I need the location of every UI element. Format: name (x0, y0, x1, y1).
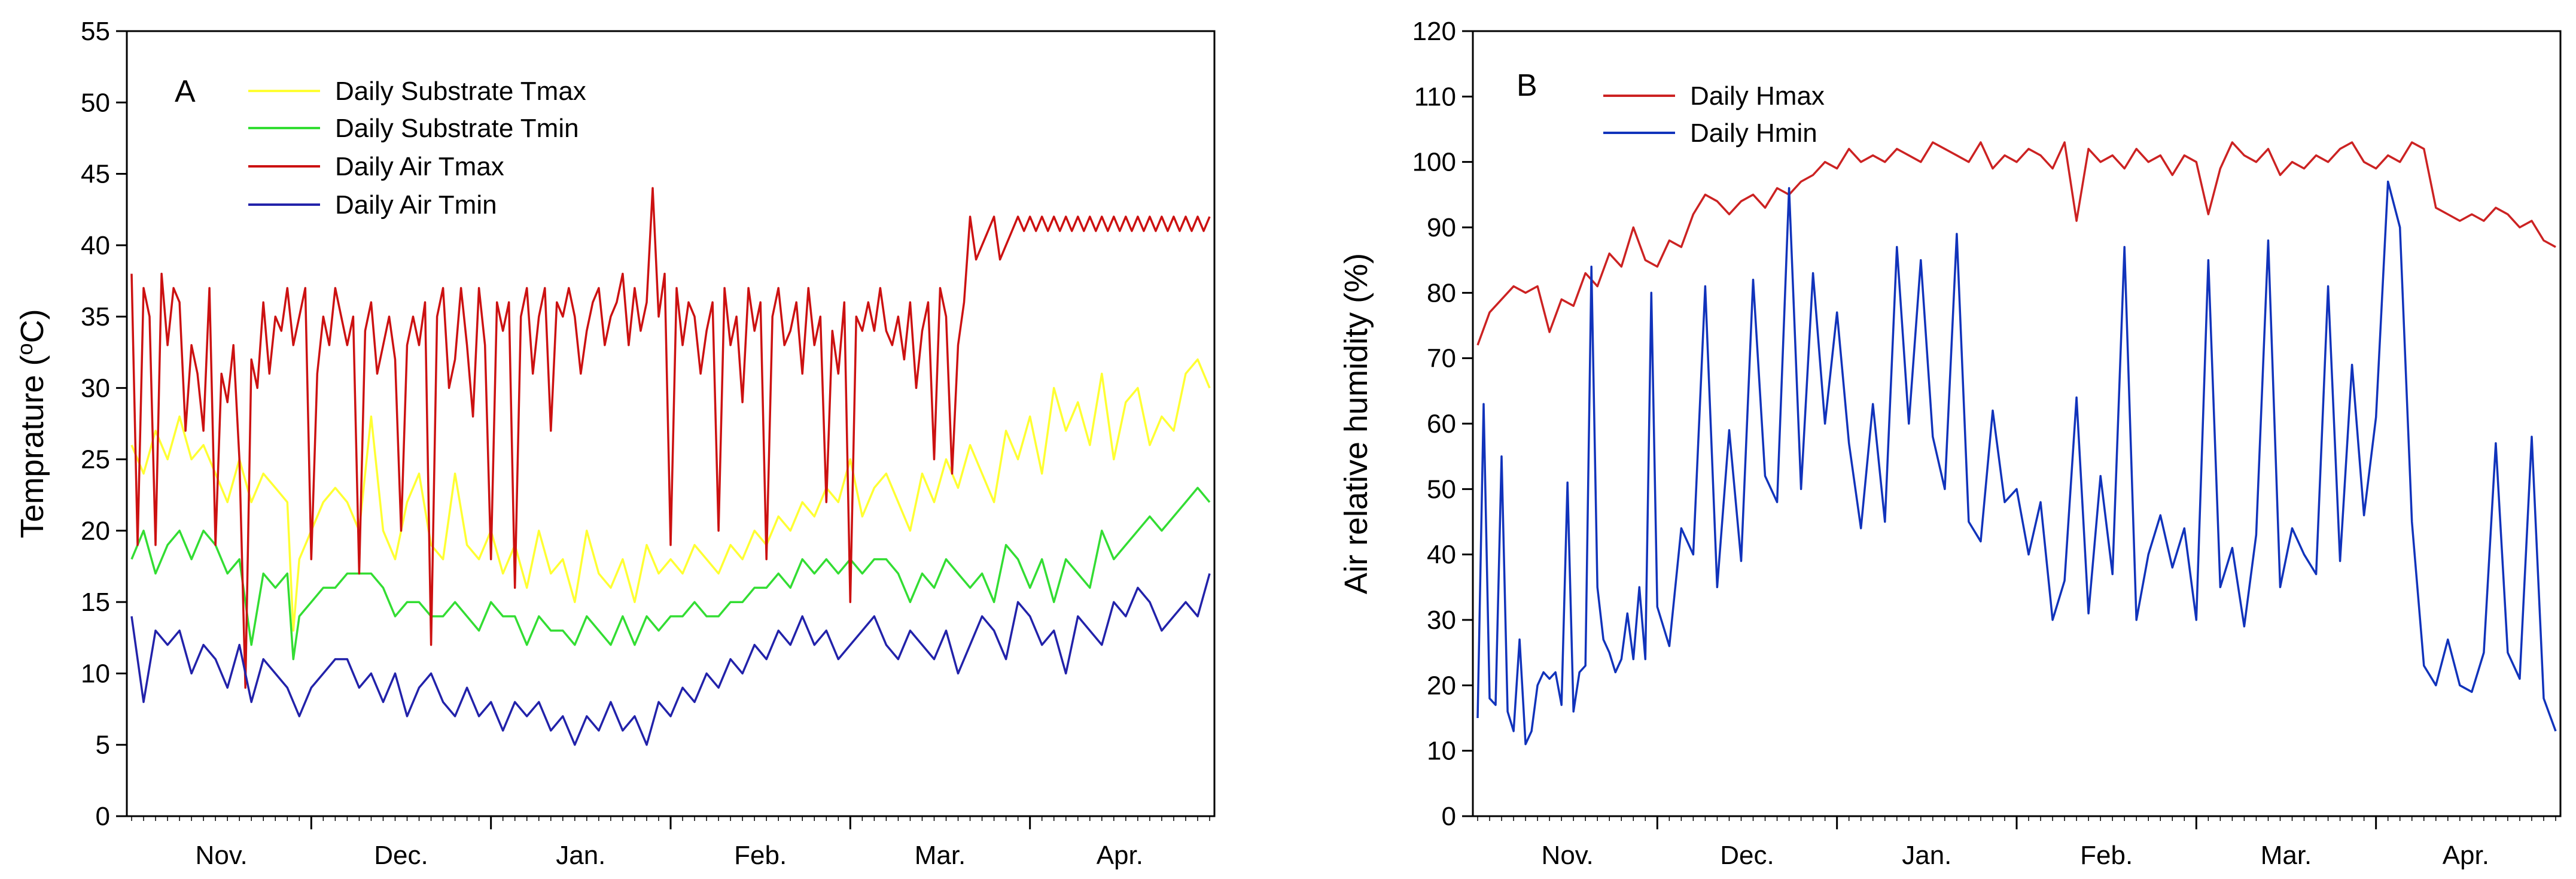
x-month-label: Apr. (2443, 841, 2489, 870)
y-tick-label: 10 (1427, 737, 1456, 766)
legend-label-air-tmax: Daily Air Tmax (335, 152, 504, 181)
panel-a-y-ticks: 0 5 10 15 20 25 30 35 40 45 50 55 (81, 17, 127, 831)
panel-a-y-title-sup: o (13, 343, 37, 355)
y-tick-label: 20 (81, 516, 110, 546)
y-tick-label: 80 (1427, 278, 1456, 308)
panel-b-y-ticks: 0 10 20 30 40 50 60 70 80 90 100 110 120 (1412, 17, 1473, 831)
x-month-label: Feb. (734, 841, 787, 870)
panel-a-letter: A (175, 74, 196, 109)
y-tick-label: 40 (81, 231, 110, 260)
series-line-daily-hmax (1476, 141, 2556, 346)
y-tick-label: 110 (1414, 82, 1456, 111)
series-line-daily-hmin (1476, 180, 2557, 746)
x-month-label: Jan. (1902, 841, 1951, 870)
x-month-label: Nov. (196, 841, 248, 870)
panel-a-y-title-suffix: C) (14, 309, 50, 343)
panel-b-humidity-chart: 0 10 20 30 40 50 60 70 80 90 100 110 120 Nov. Dec. Jan… (1338, 17, 2562, 870)
panel-a-x-ticks: Nov. Dec. Jan. Feb. Mar. Apr. (131, 816, 1210, 870)
x-month-label: Feb. (2080, 841, 2133, 870)
x-month-label: Apr. (1097, 841, 1143, 870)
y-tick-label: 30 (81, 373, 110, 403)
panel-b-y-axis-title: Air relative humidity (%) (1338, 253, 1374, 594)
legend-label-hmax: Daily Hmax (1690, 81, 1825, 111)
panel-b-letter: B (1517, 68, 1537, 103)
panel-a-legend: Daily Substrate Tmax Daily Substrate Tmi… (248, 77, 586, 220)
panel-a-y-title-prefix: Temprature ( (14, 355, 50, 538)
y-tick-label: 120 (1412, 17, 1456, 46)
y-tick-label: 20 (1427, 671, 1456, 700)
panel-a-y-axis-title: Temprature (oC) (13, 309, 50, 538)
y-tick-label: 0 (96, 802, 110, 831)
y-tick-label: 60 (1427, 409, 1456, 439)
y-tick-label: 30 (1427, 606, 1456, 635)
y-tick-label: 10 (81, 659, 110, 688)
x-month-label: Mar. (2261, 841, 2312, 870)
panel-a-series-lines (130, 187, 1211, 746)
y-tick-label: 50 (81, 88, 110, 117)
panel-b-series-lines (1476, 141, 2557, 746)
legend-label-air-tmin: Daily Air Tmin (335, 190, 497, 220)
y-tick-label: 5 (96, 731, 110, 760)
x-month-label: Dec. (1720, 841, 1774, 870)
y-tick-label: 100 (1412, 148, 1456, 177)
panel-b-x-ticks: Nov. Dec. Jan. Feb. Mar. Apr. (1477, 816, 2556, 870)
legend-label-substrate-tmax: Daily Substrate Tmax (335, 77, 586, 106)
series-line-daily-air-tmin (130, 573, 1211, 746)
legend-label-hmin: Daily Hmin (1690, 118, 1817, 148)
x-month-label: Dec. (374, 841, 428, 870)
x-month-label: Jan. (556, 841, 605, 870)
y-tick-label: 50 (1427, 475, 1456, 504)
y-tick-label: 90 (1427, 213, 1456, 242)
y-tick-label: 0 (1442, 802, 1456, 831)
series-line-daily-air-tmax (130, 187, 1211, 689)
series-line-daily-substrate-tmin (130, 486, 1211, 661)
y-tick-label: 45 (81, 160, 110, 189)
y-tick-label: 55 (81, 17, 110, 46)
y-tick-label: 25 (81, 445, 110, 475)
y-tick-label: 35 (81, 302, 110, 331)
y-tick-label: 40 (1427, 540, 1456, 570)
y-tick-label: 70 (1427, 344, 1456, 373)
series-line-daily-substrate-tmax (130, 358, 1211, 632)
x-month-label: Nov. (1542, 841, 1594, 870)
y-tick-label: 15 (81, 588, 110, 617)
panel-a-temperature-chart: 0 5 10 15 20 25 30 35 40 45 50 55 Nov. Dec. Jan. Feb. M… (13, 17, 1216, 870)
panel-b-legend: Daily Hmax Daily Hmin (1603, 81, 1825, 148)
legend-label-substrate-tmin: Daily Substrate Tmin (335, 114, 579, 143)
x-month-label: Mar. (915, 841, 966, 870)
